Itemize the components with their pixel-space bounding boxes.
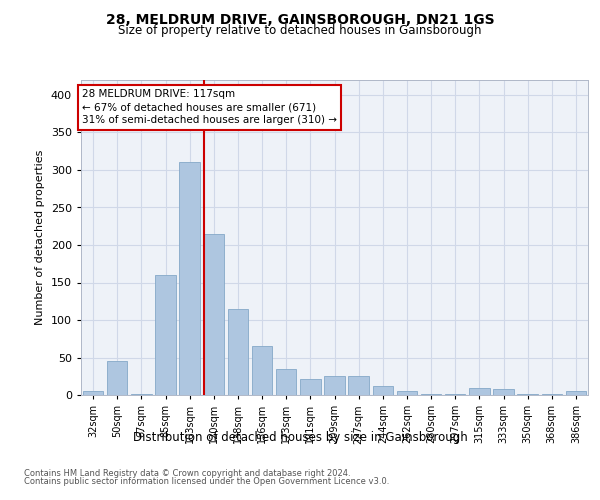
Bar <box>517 394 538 395</box>
Bar <box>397 391 417 395</box>
Bar <box>276 369 296 395</box>
Bar <box>203 234 224 395</box>
Bar <box>227 308 248 395</box>
Bar <box>179 162 200 395</box>
Bar <box>469 388 490 395</box>
Bar <box>252 346 272 395</box>
Bar <box>83 391 103 395</box>
Bar <box>566 391 586 395</box>
Bar <box>542 394 562 395</box>
Bar <box>373 386 393 395</box>
Bar <box>421 394 442 395</box>
Bar <box>155 275 176 395</box>
Text: Distribution of detached houses by size in Gainsborough: Distribution of detached houses by size … <box>133 431 467 444</box>
Bar <box>324 376 345 395</box>
Bar <box>300 378 320 395</box>
Bar <box>445 394 466 395</box>
Text: Size of property relative to detached houses in Gainsborough: Size of property relative to detached ho… <box>118 24 482 37</box>
Text: 28, MELDRUM DRIVE, GAINSBOROUGH, DN21 1GS: 28, MELDRUM DRIVE, GAINSBOROUGH, DN21 1G… <box>106 12 494 26</box>
Y-axis label: Number of detached properties: Number of detached properties <box>35 150 45 325</box>
Bar <box>349 376 369 395</box>
Text: Contains public sector information licensed under the Open Government Licence v3: Contains public sector information licen… <box>24 477 389 486</box>
Bar <box>493 389 514 395</box>
Bar <box>107 360 127 395</box>
Bar <box>131 394 152 395</box>
Text: Contains HM Land Registry data © Crown copyright and database right 2024.: Contains HM Land Registry data © Crown c… <box>24 468 350 477</box>
Text: 28 MELDRUM DRIVE: 117sqm
← 67% of detached houses are smaller (671)
31% of semi-: 28 MELDRUM DRIVE: 117sqm ← 67% of detach… <box>82 89 337 126</box>
